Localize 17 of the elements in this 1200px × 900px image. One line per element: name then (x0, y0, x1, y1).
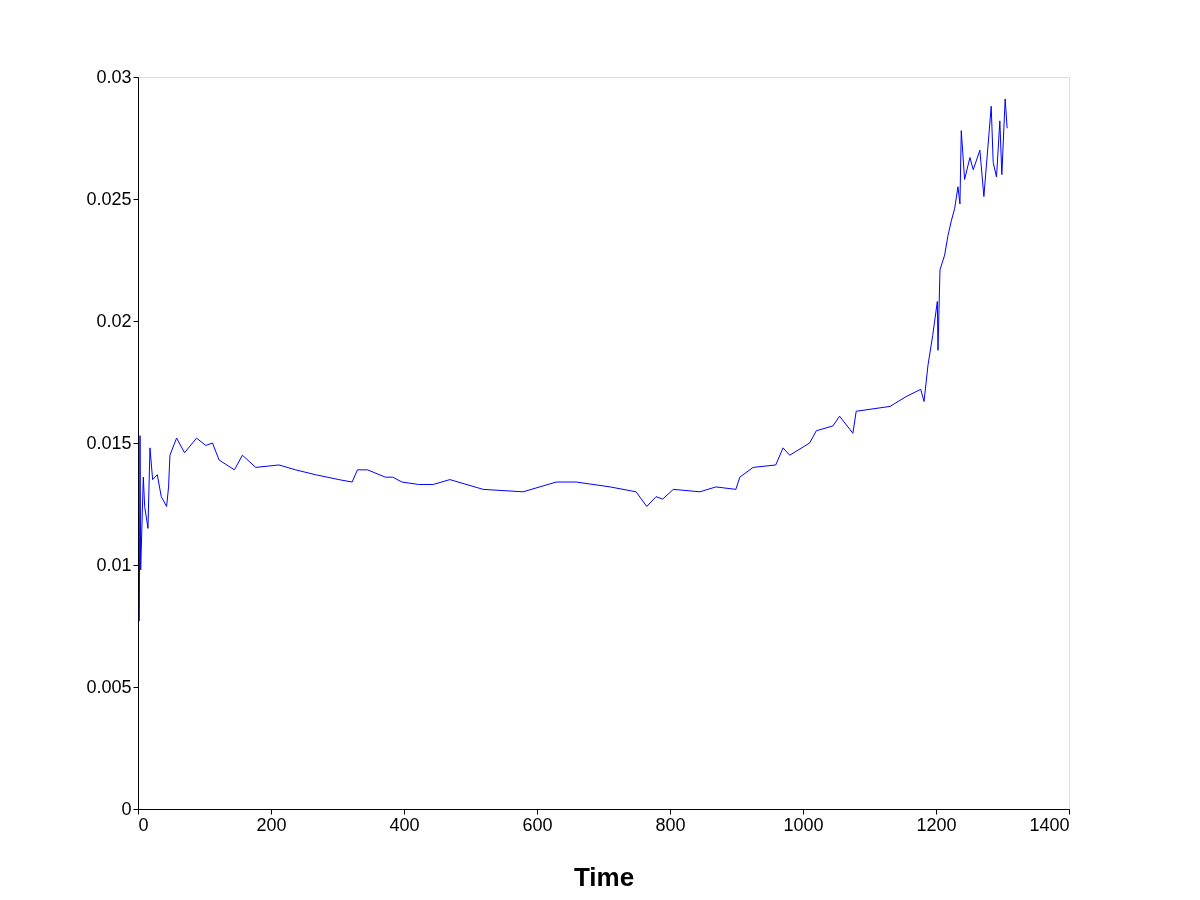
y-tick-label: 0.025 (86, 188, 132, 209)
x-axis-title: Time (573, 861, 635, 892)
line-series (138, 98, 1008, 622)
x-tick-label: 0 (138, 814, 149, 835)
y-tick-label: 0.005 (86, 676, 132, 697)
y-tick-label: 0 (121, 798, 132, 819)
y-tick-label: 0.015 (86, 432, 132, 453)
x-tick-label: 1200 (916, 814, 957, 835)
x-tick-label: 1400 (1029, 814, 1070, 835)
x-tick-label: 800 (655, 814, 686, 835)
y-tick-label: 0.02 (96, 310, 132, 331)
y-tick-label: 0.01 (96, 554, 132, 575)
x-tick-label: 400 (389, 814, 420, 835)
x-tick-label: 200 (256, 814, 287, 835)
x-tick-label: 600 (522, 814, 553, 835)
y-tick-label: 0.03 (96, 66, 132, 87)
x-tick-label: 1000 (783, 814, 824, 835)
